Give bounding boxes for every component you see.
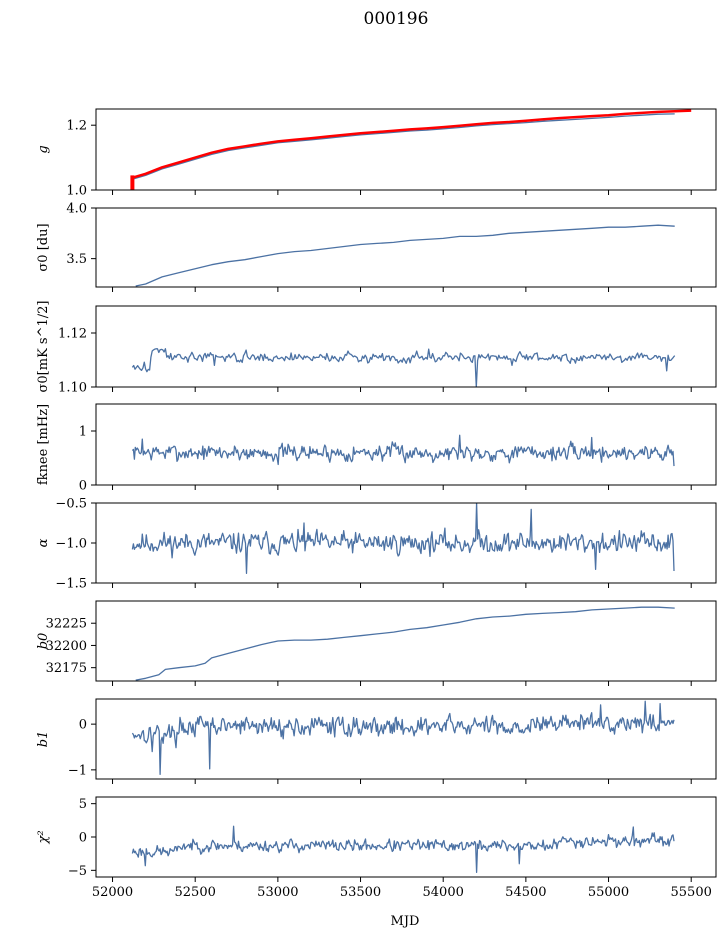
y-tick-label: 0	[79, 831, 87, 846]
x-tick-label: 55000	[588, 885, 629, 900]
y-tick-label: −5	[68, 864, 87, 879]
y-tick-label: 32200	[46, 639, 87, 654]
y-axis-label: χ²	[36, 830, 51, 844]
y-axis-label: b1	[36, 731, 51, 748]
x-tick-label: 53500	[340, 885, 381, 900]
x-axis-label: MJD	[391, 914, 420, 929]
y-tick-label: 1.12	[58, 327, 87, 342]
panel-7: −1 0 b1	[36, 698, 717, 784]
y-axis-label: α	[36, 538, 51, 547]
panel-2: 3.5 4.0 σ0 [du]	[36, 202, 717, 292]
x-tick-label: 52000	[92, 885, 133, 900]
y-tick-label: 1.0	[66, 184, 87, 199]
y-axis-label: σ0[mK s^1/2]	[36, 301, 51, 393]
series-line-1	[135, 606, 675, 681]
panel-8: −5 0 5 52000 52500 53000 53500 54000 54500 55000 5…	[36, 796, 717, 900]
y-tick-label: 32175	[46, 661, 87, 676]
plot-frame	[95, 207, 717, 288]
y-tick-label: 5	[79, 797, 87, 812]
series-line-1	[133, 113, 675, 180]
series-line-1	[131, 348, 676, 387]
plot-frame	[95, 600, 717, 682]
y-axis-label: b0	[36, 633, 51, 650]
y-tick-label: 1.2	[66, 119, 87, 134]
panels: 1.0 1.2 g 3.5 4.0 σ0 [du] 1.10 1.12 σ0[mK s^1/2]…	[36, 108, 717, 900]
panel-4: 0 1 fknee [mHz]	[36, 403, 717, 494]
panel-1: 1.0 1.2 g	[36, 108, 717, 199]
series-line-1	[135, 224, 675, 287]
x-tick-label: 55500	[671, 885, 712, 900]
y-axis-label: σ0 [du]	[36, 223, 51, 271]
y-tick-label: 4.0	[66, 202, 87, 217]
plot-frame	[95, 305, 717, 388]
plot-frame	[95, 796, 717, 878]
y-tick-label: 32225	[46, 617, 87, 632]
y-tick-label: 0	[79, 718, 87, 733]
y-tick-label: −0.5	[55, 497, 87, 512]
x-tick-label: 52500	[175, 885, 216, 900]
x-tick-label: 54500	[505, 885, 546, 900]
y-axis-label: fknee [mHz]	[36, 404, 51, 485]
y-tick-label: −1	[68, 763, 87, 778]
series-line-1	[131, 825, 675, 873]
x-tick-label: 54000	[423, 885, 464, 900]
plot-frame	[95, 108, 717, 191]
series-line-1	[131, 434, 675, 467]
y-tick-label: −1.5	[55, 577, 87, 592]
plot-frame	[95, 403, 717, 486]
y-tick-label: 1	[79, 425, 87, 440]
panel-3: 1.10 1.12 σ0[mK s^1/2]	[36, 301, 717, 396]
y-tick-label: 3.5	[66, 252, 87, 267]
figure-title: 000196	[364, 9, 429, 29]
series-line-2	[132, 109, 692, 179]
y-tick-label: −1.0	[55, 537, 87, 552]
series-line-1	[131, 503, 675, 575]
panel-5: −1.5 −1.0 −0.5 α	[36, 497, 717, 592]
x-tick-label: 53000	[257, 885, 298, 900]
y-axis-label: g	[36, 145, 51, 153]
series-line-1	[131, 700, 675, 776]
plot-frame	[95, 698, 717, 780]
y-tick-label: 1.10	[58, 381, 87, 396]
y-tick-label: 0	[79, 479, 87, 494]
